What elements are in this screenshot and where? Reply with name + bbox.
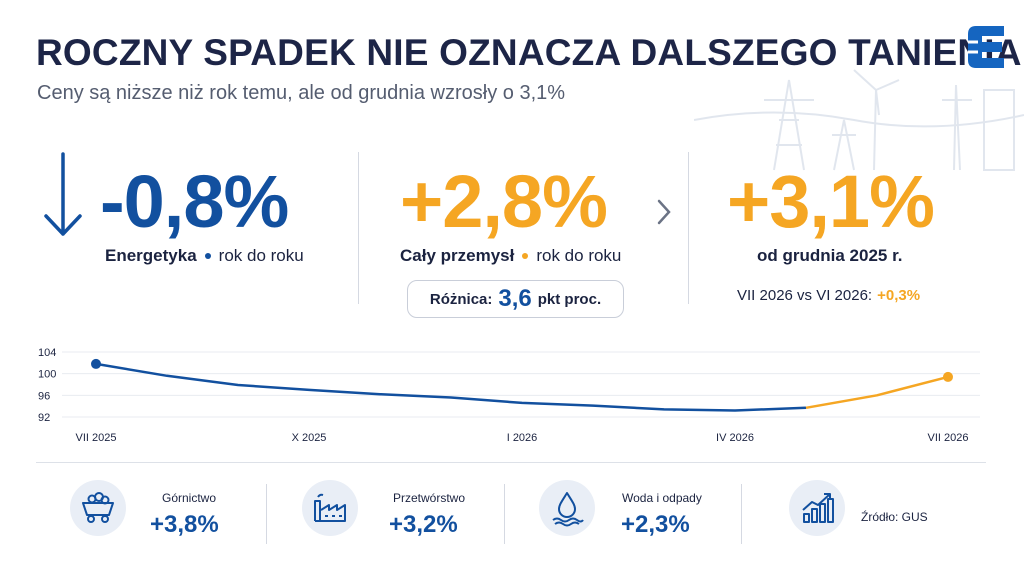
energy-infrastructure-background (694, 69, 1024, 171)
sector-name-manufacturing: Przetwórstwo (393, 491, 466, 505)
x-tick-label: VII 2025 (76, 432, 117, 444)
kpi-divider-1 (358, 152, 359, 304)
industry-yoy-label: Cały przemysł rok do roku (400, 246, 621, 266)
x-tick-label: X 2025 (292, 432, 327, 444)
difference-value: 3,6 (498, 285, 532, 312)
difference-pill: Różnica: 3,6 pkt proc. (407, 280, 624, 318)
energy-yoy-label: Energetyka rok do roku (105, 246, 304, 266)
since-december-label: od grudnia 2025 r. (757, 246, 903, 266)
orange-dot-icon (522, 253, 529, 259)
month-comparison-label: VII 2026 vs VI 2026: (737, 287, 873, 304)
difference-unit: pkt proc. (537, 290, 602, 308)
start-point (91, 358, 101, 369)
factory-icon (302, 480, 358, 536)
sector-divider-1 (266, 484, 267, 544)
price-index-line-chart: 104 100 96 92 VII 2025 X 2025 I 2026 IV 2026 VII… (38, 347, 980, 444)
blue-dot-icon (204, 253, 211, 259)
source-label: Źródło: GUS (861, 510, 928, 524)
sector-value-water: +2,3% (621, 511, 690, 538)
series-line (95, 362, 807, 412)
page-title: ROCZNY SPADEK NIE OZNACZA DALSZEGO TANIE… (36, 32, 1022, 73)
since-december-text: od grudnia 2025 r. (757, 246, 903, 265)
sector-name-mining: Górnictwo (162, 491, 217, 505)
page-subtitle: Ceny są niższe niż rok temu, ale od grud… (37, 82, 566, 104)
x-tick-label: I 2026 (507, 432, 538, 444)
x-tick-label: VII 2026 (928, 432, 969, 444)
difference-label: Różnica: (429, 290, 493, 308)
industry-name: Cały przemysł (400, 246, 515, 265)
month-comparison: VII 2026 vs VI 2026: +0,3% (737, 287, 920, 304)
y-tick-label: 92 (38, 412, 50, 424)
chevron-right-icon (657, 199, 671, 225)
x-tick-label: IV 2026 (716, 432, 754, 444)
energy-period: rok do roku (218, 246, 304, 265)
since-december-value: +3,1% (727, 160, 935, 243)
brand-logo-icon (968, 26, 1004, 68)
water-drop-icon (539, 480, 595, 536)
industry-period: rok do roku (536, 246, 622, 265)
energy-name: Energetyka (105, 246, 197, 265)
sector-value-manufacturing: +3,2% (389, 511, 458, 538)
bar-chart-growth-icon (789, 480, 845, 536)
sector-name-water: Woda i odpady (622, 491, 702, 505)
sector-divider-3 (741, 484, 742, 544)
section-divider (36, 462, 986, 463)
energy-yoy-value: -0,8% (100, 160, 289, 243)
y-tick-label: 100 (38, 369, 56, 381)
end-point (943, 371, 953, 382)
kpi-divider-2 (688, 152, 689, 304)
y-tick-label: 96 (38, 390, 50, 402)
mining-cart-icon (70, 480, 126, 536)
arrow-down-icon (44, 152, 82, 236)
industry-yoy-value: +2,8% (400, 160, 608, 243)
y-tick-label: 104 (38, 347, 56, 359)
month-comparison-value: +0,3% (877, 287, 921, 304)
sector-divider-2 (504, 484, 505, 544)
series-line-highlight (805, 375, 949, 410)
sector-value-mining: +3,8% (150, 511, 219, 538)
